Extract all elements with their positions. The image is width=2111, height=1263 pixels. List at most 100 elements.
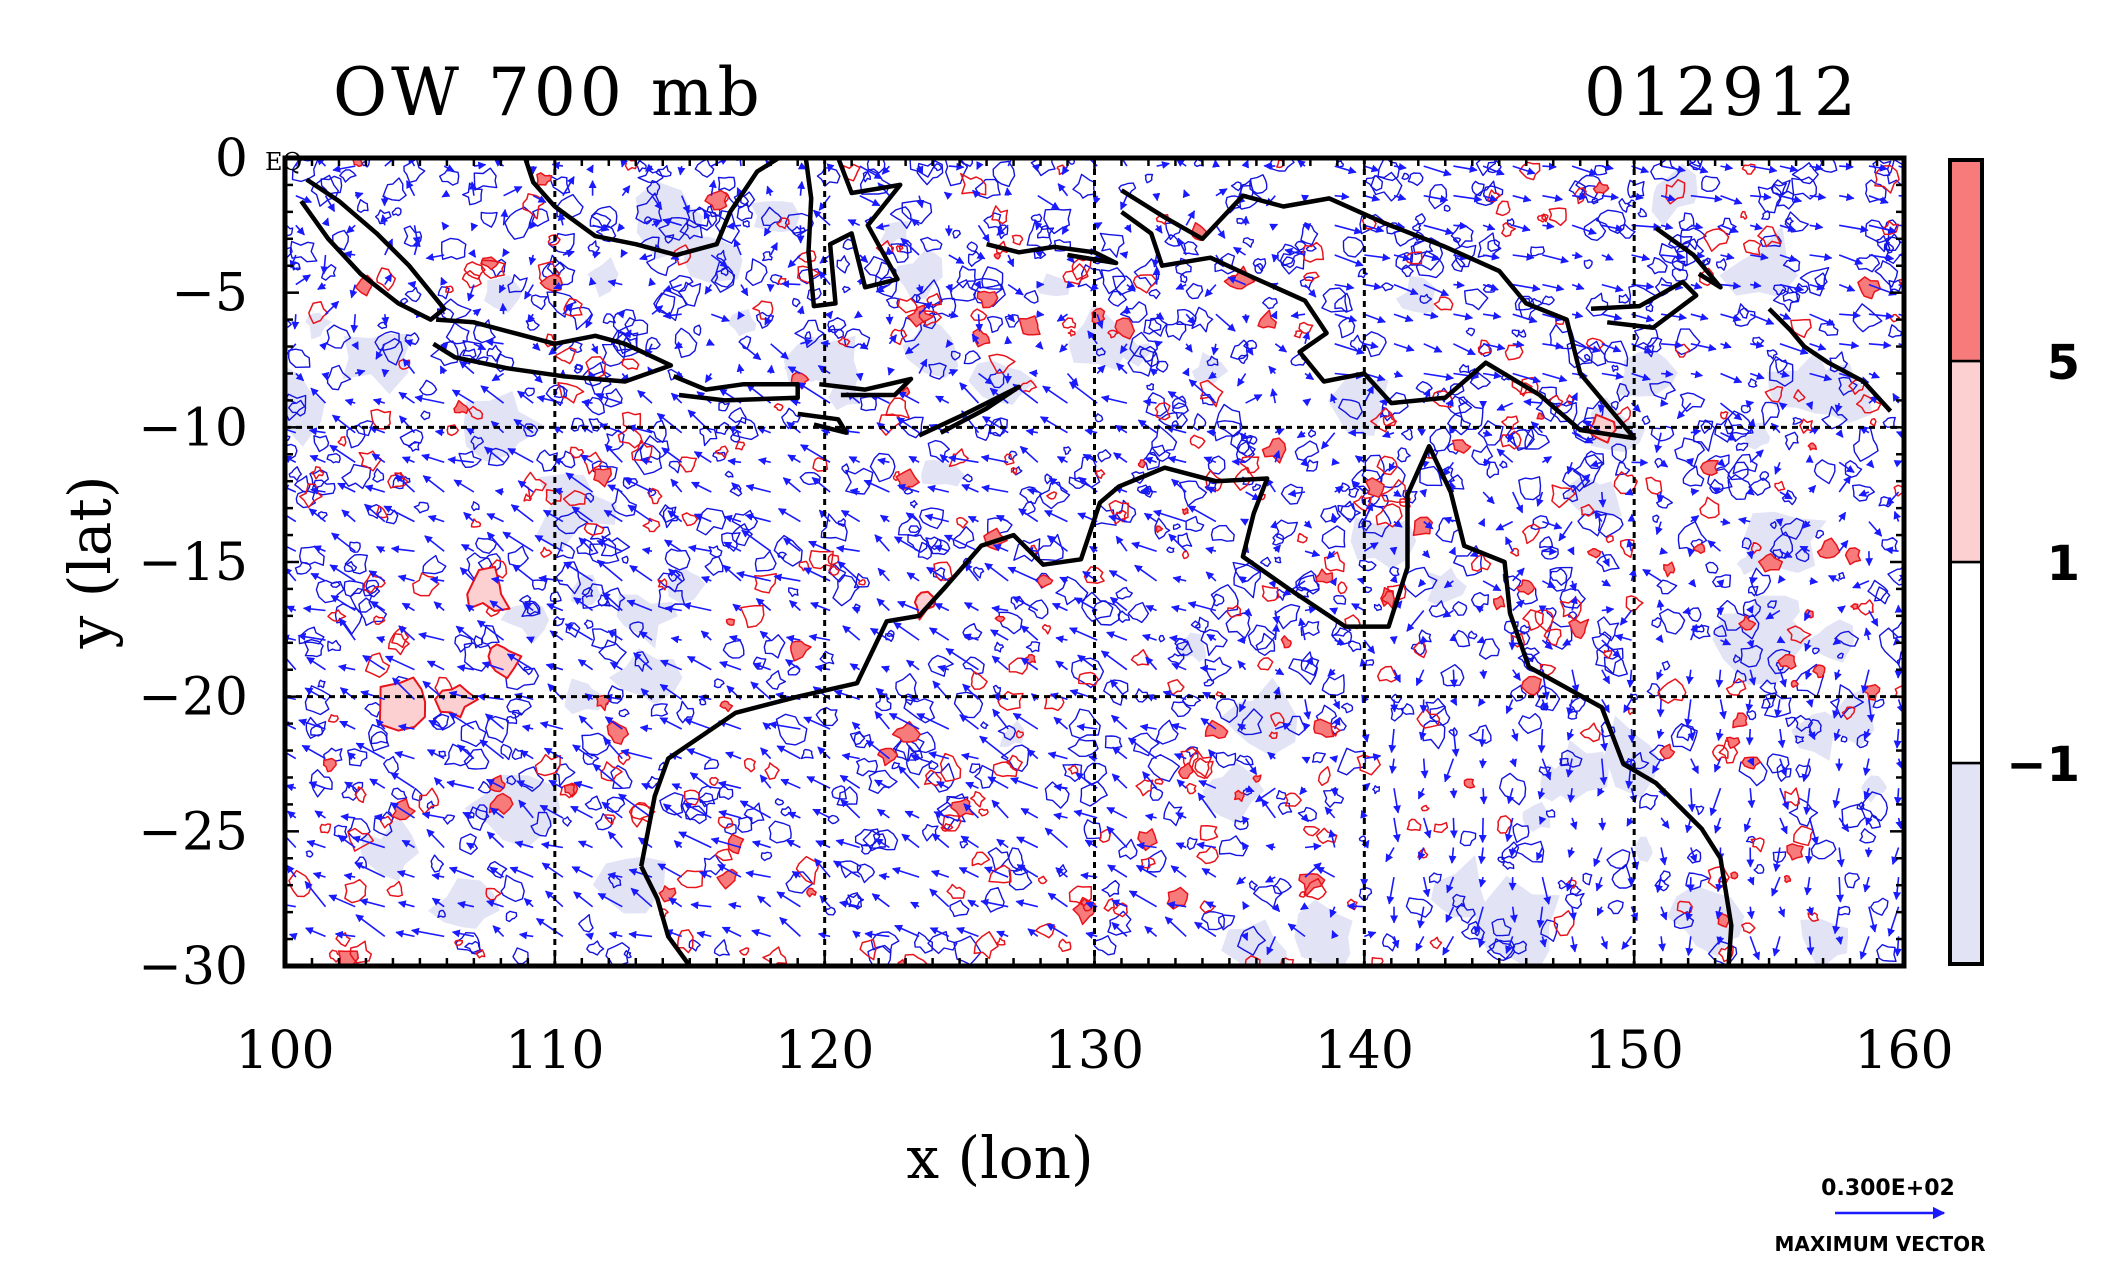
vorticity-contour xyxy=(1506,218,1515,227)
wind-vector xyxy=(318,341,328,351)
vorticity-contour xyxy=(773,534,803,567)
vorticity-contour xyxy=(1671,255,1686,272)
vorticity-contour xyxy=(1348,640,1362,653)
vorticity-contour xyxy=(1741,537,1752,550)
x-tick-label: 120 xyxy=(775,1021,874,1081)
vorticity-contour xyxy=(1645,303,1654,313)
vorticity-contour xyxy=(288,399,307,417)
vorticity-contour xyxy=(611,488,637,517)
vorticity-contour xyxy=(512,947,529,965)
vorticity-contour xyxy=(1148,288,1161,300)
vorticity-contour xyxy=(1149,786,1164,801)
vorticity-contour xyxy=(903,698,936,724)
vorticity-contour xyxy=(647,487,657,498)
vorticity-contour xyxy=(1381,392,1409,422)
vorticity-contour xyxy=(693,324,702,336)
vorticity-contour xyxy=(1275,789,1287,800)
vorticity-contour xyxy=(981,266,1004,290)
colorbar-label: 5 xyxy=(2047,335,2080,391)
vorticity-contour xyxy=(438,750,447,758)
vorticity-contour xyxy=(1772,851,1787,864)
vorticity-contour xyxy=(910,499,918,509)
vorticity-contour xyxy=(1321,525,1346,550)
vorticity-contour xyxy=(1166,546,1175,554)
vorticity-contour xyxy=(612,333,640,358)
x-tick-label: 140 xyxy=(1315,1021,1414,1081)
wind-vector xyxy=(1206,428,1217,437)
vorticity-contour xyxy=(1207,455,1226,475)
wind-vector xyxy=(1542,162,1557,171)
wind-vector xyxy=(1028,369,1038,378)
vorticity-contour xyxy=(1097,449,1112,463)
vorticity-contour-filled xyxy=(1712,613,1809,685)
vorticity-contour xyxy=(1147,754,1181,782)
vorticity-contour xyxy=(1767,600,1777,609)
vorticity-contour xyxy=(382,177,407,202)
vorticity-contour xyxy=(1400,703,1415,715)
vorticity-contour xyxy=(1262,296,1278,310)
vorticity-contour xyxy=(1183,240,1199,256)
vorticity-contour xyxy=(1274,519,1299,541)
vorticity-contour xyxy=(555,561,581,595)
vorticity-contour xyxy=(1099,232,1125,258)
y-tick-label: −25 xyxy=(138,802,248,862)
vorticity-contour xyxy=(1518,476,1542,501)
vorticity-contour xyxy=(480,211,498,228)
vorticity-contour xyxy=(1583,217,1607,242)
vorticity-contour xyxy=(1655,495,1674,509)
vorticity-contour xyxy=(870,931,900,954)
y-tick-label: −20 xyxy=(138,668,248,728)
vorticity-contour-filled xyxy=(728,309,757,337)
colorbar: −1 1 5 xyxy=(1948,158,2080,966)
vorticity-contour xyxy=(1190,620,1201,629)
vorticity-contour xyxy=(728,407,747,425)
vorticity-contour xyxy=(1305,459,1319,472)
vorticity-contour xyxy=(1095,347,1106,357)
y-axis-label: y (lat) xyxy=(56,476,124,650)
vorticity-contour xyxy=(313,435,330,453)
vorticity-contour xyxy=(1036,224,1051,239)
vorticity-contour xyxy=(1429,426,1452,452)
vorticity-contour xyxy=(289,240,318,263)
vorticity-contour xyxy=(1575,174,1603,199)
vorticity-contour xyxy=(1467,630,1478,640)
vorticity-contour xyxy=(1230,339,1249,360)
vorticity-contour xyxy=(1272,533,1285,546)
vorticity-contour xyxy=(992,160,1016,188)
vorticity-contour xyxy=(512,709,523,719)
vorticity-contour xyxy=(1584,353,1591,361)
vorticity-contour xyxy=(588,538,620,564)
vorticity-contour xyxy=(907,534,928,553)
vorticity-contour xyxy=(854,828,881,847)
vorticity-contour xyxy=(1242,237,1255,248)
vorticity-contour xyxy=(1539,536,1554,549)
vorticity-contour xyxy=(897,514,922,537)
vorticity-contour xyxy=(1727,474,1753,500)
vorticity-contour xyxy=(1780,517,1805,540)
vorticity-contour xyxy=(1252,258,1267,272)
vorticity-contour xyxy=(1254,262,1264,274)
vorticity-contour xyxy=(623,950,632,959)
vorticity-contour xyxy=(505,910,518,923)
vorticity-contour xyxy=(1498,772,1527,806)
vorticity-contour xyxy=(1013,538,1041,562)
vorticity-contour xyxy=(1837,571,1846,580)
wind-vector xyxy=(1241,215,1250,226)
vorticity-contour xyxy=(1401,264,1414,278)
vorticity-contour xyxy=(788,587,799,598)
vorticity-contour xyxy=(1030,158,1056,177)
vorticity-contour xyxy=(470,435,484,451)
vorticity-contour xyxy=(1557,879,1569,890)
vorticity-contour xyxy=(1039,481,1071,510)
vorticity-contour xyxy=(1821,405,1848,430)
vorticity-contour xyxy=(1646,257,1668,275)
vorticity-contour xyxy=(1405,897,1434,918)
vorticity-contour xyxy=(787,665,801,676)
vorticity-contour xyxy=(1158,634,1166,643)
vorticity-contour xyxy=(1181,693,1202,707)
vorticity-contour xyxy=(320,175,343,195)
vorticity-contour xyxy=(1272,877,1292,895)
wind-vector xyxy=(1300,457,1308,467)
vorticity-contour xyxy=(963,350,981,365)
